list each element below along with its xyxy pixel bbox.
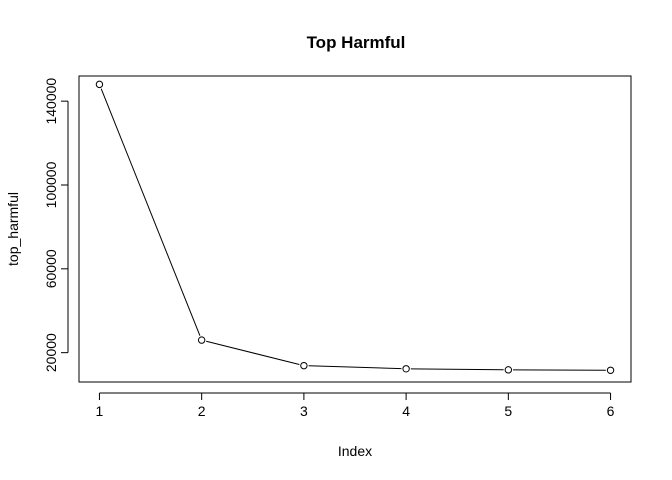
- y-axis-label: top_harmful: [5, 192, 21, 266]
- series-line-segment: [410, 368, 504, 371]
- series-line-segment: [206, 340, 300, 365]
- series: [95, 80, 615, 374]
- data-point: [504, 366, 513, 374]
- data-point: [402, 365, 410, 373]
- x-tick-label: 6: [607, 403, 615, 419]
- chart-title: Top Harmful: [307, 33, 406, 52]
- series-line-segment: [308, 365, 402, 370]
- x-tick-label: 1: [96, 403, 104, 419]
- data-point: [300, 361, 308, 370]
- x-tick-label: 4: [402, 403, 410, 419]
- data-point: [197, 336, 206, 344]
- x-tick-label: 2: [198, 403, 206, 419]
- x-tick-label: 3: [300, 403, 308, 419]
- series-line-segment: [100, 88, 201, 336]
- data-point: [606, 366, 615, 374]
- y-tick-label: 20000: [43, 333, 59, 372]
- plot-frame: [78, 75, 632, 383]
- data-point: [95, 80, 104, 89]
- y-tick-label: 100000: [43, 161, 59, 208]
- y-axis: 20000 60000 100000 140000: [43, 78, 69, 372]
- x-axis: 1 2 3 4 5 6: [96, 392, 615, 419]
- y-tick-label: 60000: [43, 249, 59, 288]
- y-tick-label: 140000: [43, 78, 59, 125]
- x-axis-label: Index: [338, 443, 372, 459]
- x-tick-label: 5: [504, 403, 512, 419]
